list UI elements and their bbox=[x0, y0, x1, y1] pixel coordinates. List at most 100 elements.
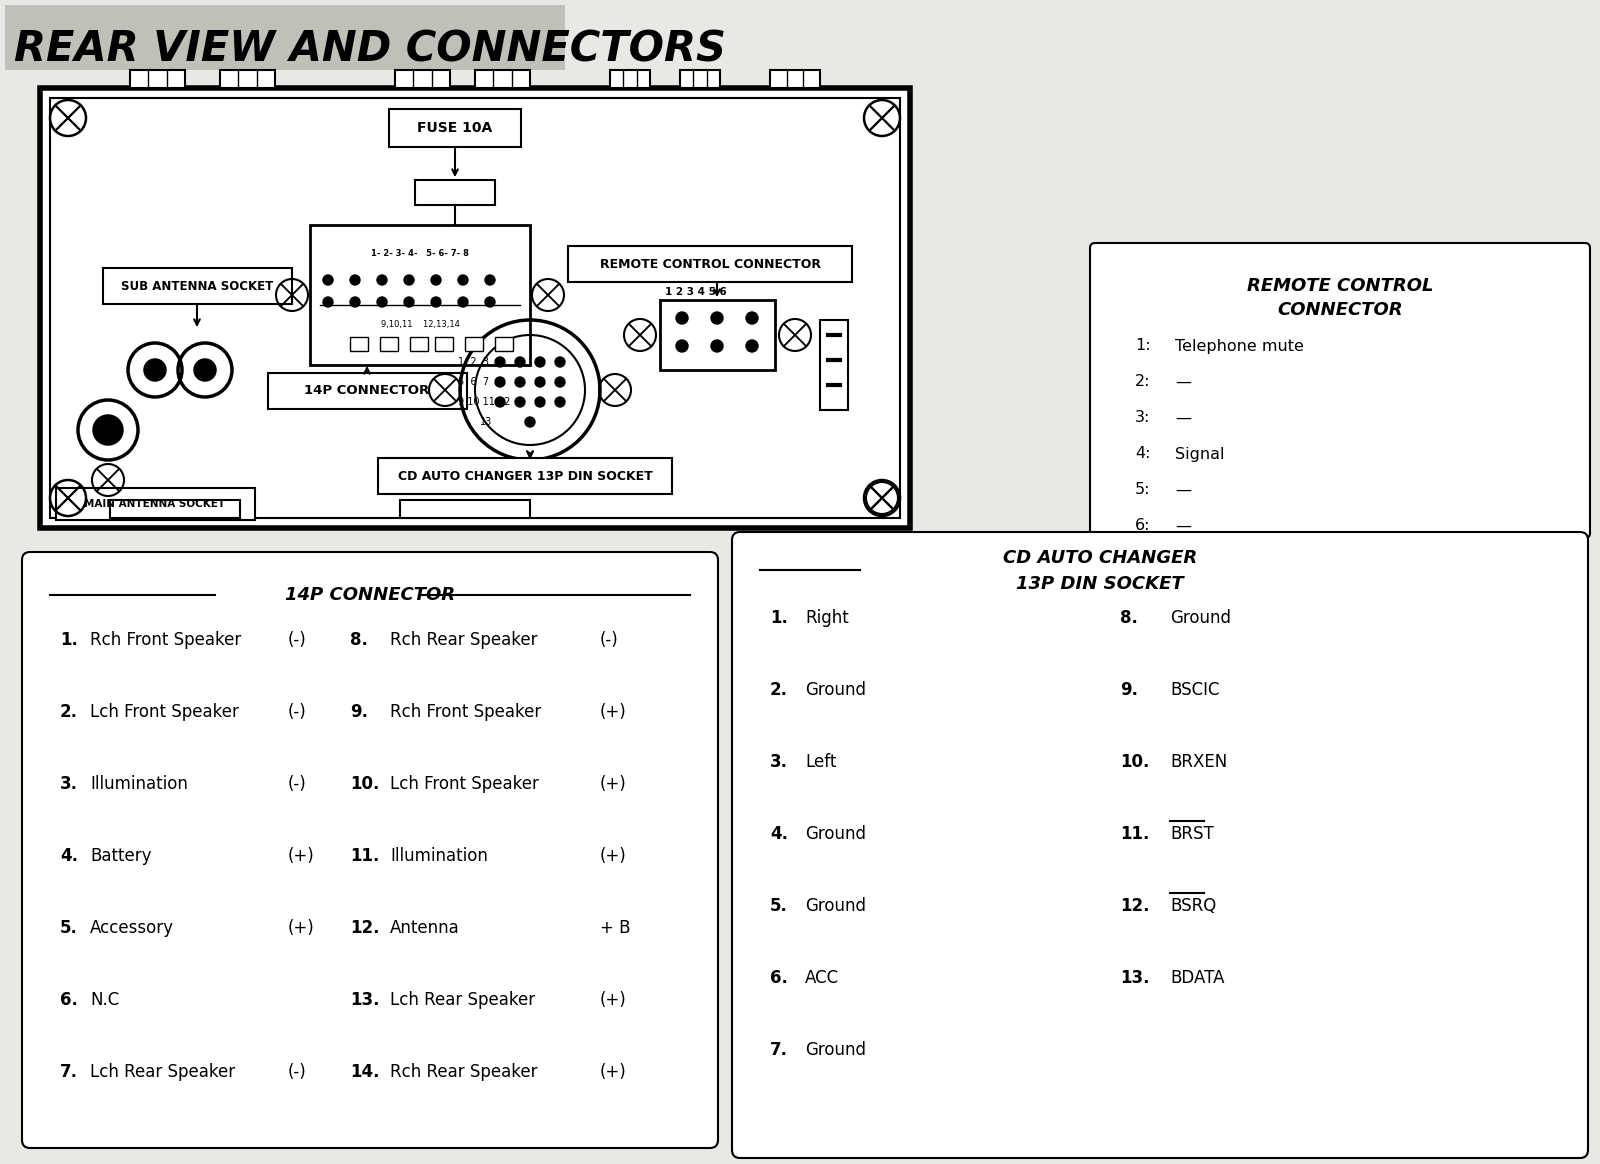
Circle shape bbox=[534, 397, 546, 407]
Text: 9 10 11 12: 9 10 11 12 bbox=[458, 397, 510, 407]
FancyBboxPatch shape bbox=[269, 372, 467, 409]
Bar bbox=[130, 70, 186, 88]
Text: (+): (+) bbox=[600, 775, 627, 793]
Text: + B: + B bbox=[600, 920, 630, 937]
Text: Right: Right bbox=[805, 609, 848, 627]
Text: REMOTE CONTROL CONNECTOR: REMOTE CONTROL CONNECTOR bbox=[600, 257, 821, 270]
Text: 1:: 1: bbox=[1134, 339, 1150, 354]
Bar bbox=[770, 70, 819, 88]
Circle shape bbox=[350, 275, 360, 285]
Circle shape bbox=[515, 377, 525, 386]
Text: —: — bbox=[1174, 411, 1190, 426]
Text: —: — bbox=[1174, 483, 1190, 497]
Text: (+): (+) bbox=[600, 1063, 627, 1081]
Text: REMOTE CONTROL: REMOTE CONTROL bbox=[1246, 277, 1434, 294]
FancyBboxPatch shape bbox=[56, 488, 254, 520]
Text: 11.: 11. bbox=[1120, 825, 1149, 843]
Text: Ground: Ground bbox=[805, 897, 866, 915]
Text: Lch Rear Speaker: Lch Rear Speaker bbox=[390, 991, 534, 1009]
Circle shape bbox=[94, 416, 122, 443]
Text: 5.: 5. bbox=[61, 920, 78, 937]
FancyBboxPatch shape bbox=[1090, 243, 1590, 538]
Text: Ground: Ground bbox=[1170, 609, 1230, 627]
FancyBboxPatch shape bbox=[378, 457, 672, 494]
FancyBboxPatch shape bbox=[102, 268, 291, 304]
Text: 12.: 12. bbox=[350, 920, 379, 937]
Text: —: — bbox=[1174, 375, 1190, 390]
Circle shape bbox=[515, 397, 525, 407]
Circle shape bbox=[458, 297, 467, 307]
Text: 1 2 3 4 5 6: 1 2 3 4 5 6 bbox=[666, 288, 726, 297]
Text: Telephone mute: Telephone mute bbox=[1174, 339, 1304, 354]
Text: BRXEN: BRXEN bbox=[1170, 753, 1227, 771]
Text: Accessory: Accessory bbox=[90, 920, 174, 937]
Circle shape bbox=[494, 397, 506, 407]
Text: 1  2  3  4: 1 2 3 4 bbox=[458, 357, 501, 367]
Circle shape bbox=[485, 275, 494, 285]
Bar bbox=[475, 70, 530, 88]
Text: 1.: 1. bbox=[770, 609, 787, 627]
FancyBboxPatch shape bbox=[568, 246, 851, 282]
Circle shape bbox=[675, 340, 688, 352]
Bar bbox=[466, 338, 483, 352]
Bar bbox=[395, 70, 450, 88]
Text: 10.: 10. bbox=[1120, 753, 1149, 771]
Text: (-): (-) bbox=[600, 631, 619, 650]
Text: Signal: Signal bbox=[1174, 447, 1224, 461]
Bar bbox=[5, 5, 565, 70]
Circle shape bbox=[378, 275, 387, 285]
Bar bbox=[221, 70, 275, 88]
Text: 5:: 5: bbox=[1134, 483, 1150, 497]
Text: Left: Left bbox=[805, 753, 837, 771]
Circle shape bbox=[525, 417, 534, 427]
Text: —: — bbox=[1174, 518, 1190, 533]
Text: (+): (+) bbox=[600, 991, 627, 1009]
Circle shape bbox=[458, 275, 467, 285]
Circle shape bbox=[323, 275, 333, 285]
Text: 9,10,11    12,13,14: 9,10,11 12,13,14 bbox=[381, 320, 459, 329]
Text: (-): (-) bbox=[288, 631, 307, 650]
FancyBboxPatch shape bbox=[22, 552, 718, 1148]
Circle shape bbox=[534, 357, 546, 367]
Text: (-): (-) bbox=[288, 1063, 307, 1081]
Text: BSRQ: BSRQ bbox=[1170, 897, 1216, 915]
Circle shape bbox=[675, 312, 688, 324]
Text: Illumination: Illumination bbox=[390, 847, 488, 865]
Text: 4.: 4. bbox=[61, 847, 78, 865]
Circle shape bbox=[555, 357, 565, 367]
Bar bbox=[435, 338, 453, 352]
Text: SUB ANTENNA SOCKET: SUB ANTENNA SOCKET bbox=[122, 279, 274, 292]
Bar bbox=[494, 338, 514, 352]
Text: Rch Front Speaker: Rch Front Speaker bbox=[90, 631, 242, 650]
Text: 3.: 3. bbox=[770, 753, 787, 771]
Text: 5.: 5. bbox=[770, 897, 787, 915]
Text: 3:: 3: bbox=[1134, 411, 1150, 426]
Text: 10.: 10. bbox=[350, 775, 379, 793]
Text: Antenna: Antenna bbox=[390, 920, 459, 937]
Text: 13P DIN SOCKET: 13P DIN SOCKET bbox=[1016, 575, 1184, 592]
Circle shape bbox=[534, 377, 546, 386]
Text: Ground: Ground bbox=[805, 681, 866, 700]
Circle shape bbox=[146, 360, 165, 379]
Text: MAIN ANTENNA SOCKET: MAIN ANTENNA SOCKET bbox=[85, 499, 226, 509]
Text: 4:: 4: bbox=[1134, 447, 1150, 461]
Text: CD AUTO CHANGER: CD AUTO CHANGER bbox=[1003, 549, 1197, 567]
Text: 6:: 6: bbox=[1134, 518, 1150, 533]
Text: CONNECTOR: CONNECTOR bbox=[1277, 301, 1403, 319]
Circle shape bbox=[430, 297, 442, 307]
Text: Lch Rear Speaker: Lch Rear Speaker bbox=[90, 1063, 235, 1081]
Text: 7.: 7. bbox=[61, 1063, 78, 1081]
Circle shape bbox=[195, 360, 214, 379]
Text: (-): (-) bbox=[288, 775, 307, 793]
Text: N.C: N.C bbox=[90, 991, 120, 1009]
Text: 5  6  7  8: 5 6 7 8 bbox=[458, 377, 501, 386]
Bar bbox=[310, 225, 530, 365]
Circle shape bbox=[494, 357, 506, 367]
Text: Illumination: Illumination bbox=[90, 775, 187, 793]
Circle shape bbox=[710, 312, 723, 324]
Text: Ground: Ground bbox=[805, 825, 866, 843]
Circle shape bbox=[403, 297, 414, 307]
Text: Rch Rear Speaker: Rch Rear Speaker bbox=[390, 631, 538, 650]
Circle shape bbox=[350, 297, 360, 307]
Bar bbox=[680, 70, 720, 88]
